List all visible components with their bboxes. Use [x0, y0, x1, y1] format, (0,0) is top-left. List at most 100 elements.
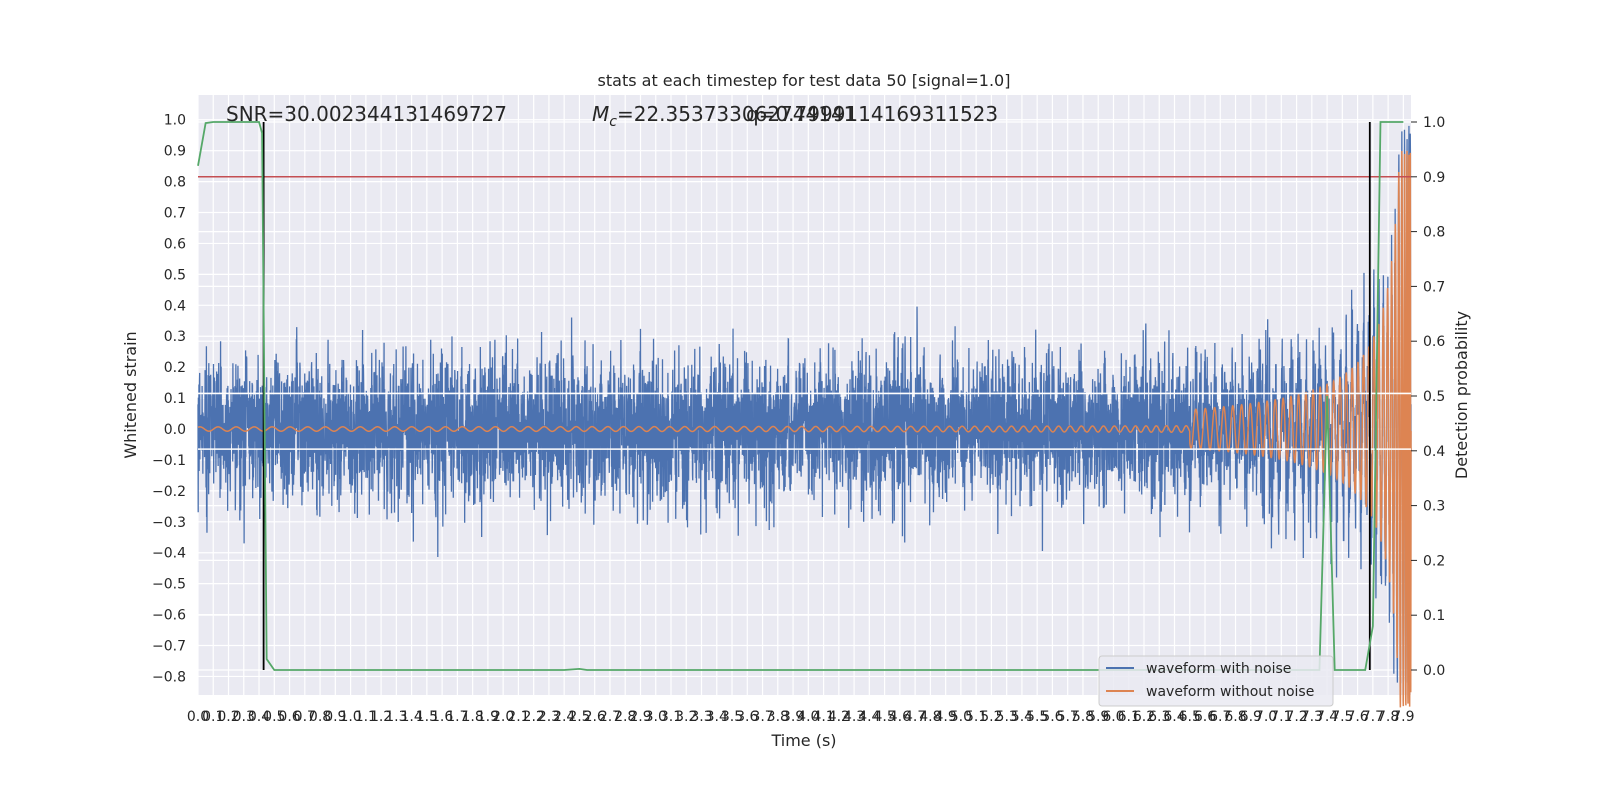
y-left-tick-label: −0.7: [152, 639, 186, 655]
x-tick-label: 7.4: [1316, 709, 1338, 725]
y-left-tick-label: 0.8: [164, 175, 186, 191]
x-tick-label: 6.2: [1133, 709, 1155, 725]
y-right-axis-label: Detection probability: [1452, 311, 1471, 479]
y-right-tick-label: 0.5: [1423, 389, 1445, 405]
y-right-tick-label: 0.6: [1423, 334, 1445, 350]
x-tick-label: 5.0: [950, 709, 972, 725]
y-right-tick-label: 0.3: [1423, 499, 1445, 515]
noise-trace: [197, 125, 1412, 684]
y-right-tick-label: 0.9: [1423, 170, 1445, 186]
x-tick-label: 5.2: [980, 709, 1002, 725]
x-tick-label: 5.9: [1087, 709, 1109, 725]
x-tick-label: 4.7: [904, 709, 926, 725]
legend-box: [1098, 655, 1334, 707]
x-tick-label: 6.5: [1179, 709, 1201, 725]
x-tick-label: 2.8: [614, 709, 636, 725]
y-left-tick-label: −0.1: [152, 453, 186, 469]
probability-trace: [197, 121, 1404, 671]
y-right-tick-labels: 1.0 0.9 0.8 0.7 0.6 0.5 0.4 0.3 0.2 0.1 0.0: [1411, 115, 1445, 679]
y-left-tick-label: 0.1: [164, 391, 186, 407]
x-tick-label: 3.9: [782, 709, 804, 725]
x-tick-label: 4.1: [812, 709, 834, 725]
x-tick-label: 2.1: [507, 709, 529, 725]
y-left-tick-label: 0.6: [164, 236, 186, 252]
x-tick-label: 4.3: [843, 709, 865, 725]
x-tick-label: 4.5: [873, 709, 895, 725]
chirp-mass-value: =22.353733062744141: [617, 102, 856, 126]
x-tick-label: 4.4: [858, 709, 880, 725]
y-left-tick-label: −0.8: [152, 669, 186, 685]
x-tick-label: 0.2: [217, 709, 239, 725]
x-tick-label: 7.8: [1377, 709, 1399, 725]
x-tick-label: 3.6: [736, 709, 758, 725]
x-tick-label: 7.9: [1392, 709, 1414, 725]
x-tick-label: 6.6: [1194, 709, 1216, 725]
y-left-tick-label: 0.3: [164, 329, 186, 345]
x-tick-label: 6.4: [1163, 709, 1185, 725]
x-tick-label: 0.7: [294, 709, 316, 725]
y-left-axis-label: Whitened strain: [121, 331, 140, 458]
chirp-mass-annotation: Mc=22.353733062744141: [592, 102, 856, 130]
x-tick-label: 1.3: [385, 709, 407, 725]
chirp-mass-subscript: c: [609, 114, 617, 130]
horizontal-reference-lines: [198, 176, 1411, 450]
x-tick-label: 3.1: [660, 709, 682, 725]
snr-annotation: SNR=30.002344131469727: [226, 102, 507, 126]
y-left-tick-labels: 1.0 0.9 0.8 0.7 0.6 0.5 0.4 0.3 0.2 0.1 0.0 −0.1 −0.…: [152, 113, 186, 686]
x-tick-label: 3.4: [706, 709, 728, 725]
y-left-tick-label: 1.0: [164, 113, 186, 129]
y-left-tick-label: 0.4: [164, 298, 186, 314]
x-tick-label: 0.1: [202, 709, 224, 725]
chirp-mass-symbol: M: [592, 102, 609, 126]
x-tick-label: 1.4: [400, 709, 422, 725]
x-tick-label: 1.6: [431, 709, 453, 725]
x-tick-label: 5.5: [1026, 709, 1048, 725]
x-tick-label: 7.2: [1285, 709, 1307, 725]
x-tick-label: 5.8: [1072, 709, 1094, 725]
x-tick-label: 7.7: [1362, 709, 1384, 725]
x-tick-label: 6.9: [1240, 709, 1262, 725]
x-tick-label: 4.0: [797, 709, 819, 725]
x-tick-label: 2.4: [553, 709, 575, 725]
x-tick-label: 1.7: [446, 709, 468, 725]
y-left-tick-label: 0.9: [164, 144, 186, 160]
x-tick-label: 7.0: [1255, 709, 1277, 725]
x-tick-label: 0.9: [324, 709, 346, 725]
y-left-tick-label: −0.2: [152, 484, 186, 500]
x-tick-label: 6.1: [1118, 709, 1140, 725]
x-tick-label: 1.5: [416, 709, 438, 725]
x-tick-label: 0.5: [263, 709, 285, 725]
y-left-tick-label: 0.0: [164, 422, 186, 438]
x-tick-label: 1.8: [462, 709, 484, 725]
clean-trace: [197, 150, 1412, 708]
chart-title: stats at each timestep for test data 50 …: [598, 71, 1011, 90]
y-left-tick-label: 0.7: [164, 206, 186, 222]
x-tick-label: 2.7: [599, 709, 621, 725]
x-tick-label: 7.3: [1301, 709, 1323, 725]
y-left-tick-label: −0.5: [152, 577, 186, 593]
x-tick-label: 4.8: [919, 709, 941, 725]
x-tick-label: 6.8: [1224, 709, 1246, 725]
x-tick-label: 5.1: [965, 709, 987, 725]
legend: waveform with noise waveform without noi…: [1098, 655, 1334, 707]
x-tick-label: 3.7: [751, 709, 773, 725]
x-tick-label: 7.6: [1346, 709, 1368, 725]
x-tick-label: 3.0: [645, 709, 667, 725]
x-tick-label: 2.5: [568, 709, 590, 725]
legend-label-noise: waveform with noise: [1146, 661, 1291, 677]
y-left-tick-label: −0.4: [152, 546, 186, 562]
x-tick-label: 0.6: [278, 709, 300, 725]
x-tick-label: 5.7: [1057, 709, 1079, 725]
x-tick-label: 2.0: [492, 709, 514, 725]
y-right-tick-label: 0.0: [1423, 663, 1445, 679]
x-tick-label: 3.8: [767, 709, 789, 725]
y-right-tick-label: 0.2: [1423, 553, 1445, 569]
y-right-tick-label: 0.1: [1423, 608, 1445, 624]
x-tick-label: 7.5: [1331, 709, 1353, 725]
x-tick-label: 2.9: [629, 709, 651, 725]
x-tick-label: 2.6: [584, 709, 606, 725]
x-tick-label: 4.2: [828, 709, 850, 725]
y-right-tick-label: 0.4: [1423, 444, 1445, 460]
waveform-with-noise-line: [197, 125, 1412, 684]
